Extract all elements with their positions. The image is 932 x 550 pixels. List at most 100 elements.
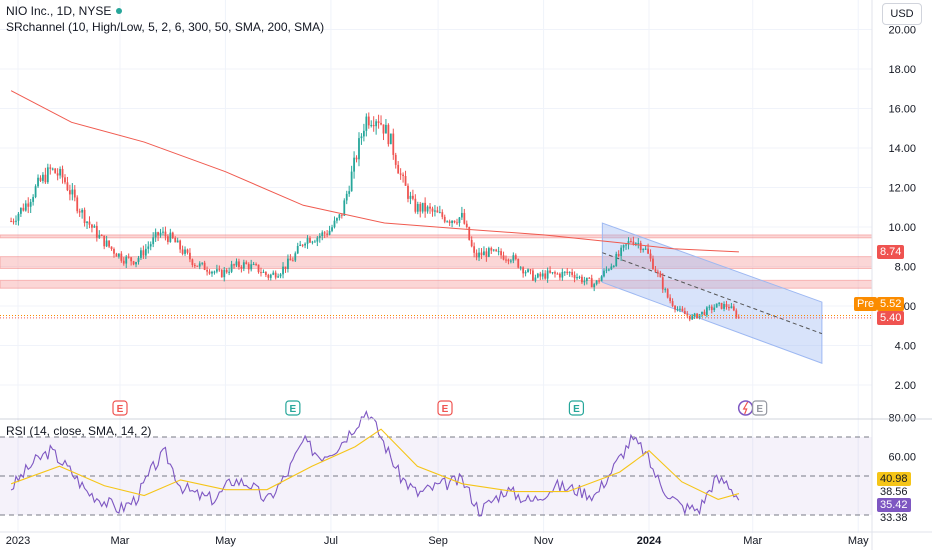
premarket-badge: Pre (854, 297, 878, 311)
candle-body (441, 212, 444, 217)
candle-body (448, 221, 451, 224)
candle-body (277, 276, 280, 278)
earnings-marker[interactable] (285, 400, 301, 416)
candle-body (127, 256, 130, 258)
candle-body (377, 121, 380, 123)
candle-body (730, 306, 733, 309)
candle-body (642, 249, 645, 251)
candle-body (88, 221, 91, 225)
candle-body (458, 217, 461, 224)
symbol-legend[interactable]: NIO Inc., 1D, NYSE (6, 4, 123, 18)
earnings-marker[interactable] (112, 400, 128, 416)
candle-body (113, 248, 115, 254)
candle-body (676, 309, 679, 311)
symbol-title: NIO Inc., 1D, NYSE (6, 4, 112, 18)
candle-body (532, 270, 534, 281)
candle-body (122, 260, 125, 264)
candle-body (698, 314, 701, 319)
candle-body (473, 246, 476, 253)
earnings-marker[interactable] (752, 400, 768, 416)
channel-fill[interactable] (601, 222, 823, 364)
candle-body (358, 138, 360, 160)
candle-body (108, 240, 110, 247)
candle-body (149, 244, 152, 247)
candle-body (147, 246, 150, 249)
candle-body (652, 258, 654, 270)
candle-body (637, 242, 640, 244)
candle-body (169, 232, 172, 242)
candle-body (348, 191, 351, 194)
candle-body (343, 200, 346, 216)
indicator-legend[interactable]: SRchannel (10, High/Low, 5, 2, 6, 300, 5… (6, 20, 325, 34)
y-tick-label: 14.00 (888, 143, 916, 155)
candle-body (289, 258, 292, 261)
candle-body (350, 171, 353, 192)
candle-body (436, 210, 439, 213)
candle-body (478, 252, 480, 258)
candle-body (340, 214, 343, 216)
candle-body (715, 303, 718, 308)
rsi-ma-line[interactable] (10, 428, 740, 500)
candle-body (701, 311, 703, 315)
candle-body (245, 262, 248, 265)
candle-body (22, 207, 25, 211)
candle-body (287, 258, 289, 270)
candle-body (443, 216, 446, 222)
rsi-line[interactable] (10, 410, 740, 517)
candle-body (551, 272, 554, 274)
candle-body (233, 264, 235, 266)
candle-body (260, 272, 262, 274)
candle-body (539, 273, 542, 277)
sma-line (0, 90, 872, 319)
earnings-marker[interactable] (437, 400, 453, 416)
candle-body (404, 176, 407, 186)
candle-body (529, 269, 532, 271)
x-tick-label: Mar (111, 535, 130, 547)
candle-body (693, 313, 696, 317)
candle-body (424, 202, 427, 212)
candle-body (279, 274, 282, 277)
candle-body (294, 253, 297, 261)
candle-body (583, 280, 586, 283)
candle-body (257, 264, 260, 273)
candle-body (110, 246, 113, 249)
earnings-marker[interactable] (568, 400, 585, 416)
candle-body (615, 253, 618, 266)
candle-body (201, 262, 204, 264)
y-tick-label: 18.00 (888, 64, 916, 76)
candle-body (563, 271, 566, 273)
candle-body (451, 220, 453, 224)
candle-body (255, 264, 257, 266)
candle-body (710, 306, 713, 311)
sma-200-line[interactable] (10, 90, 739, 253)
candle-body (512, 255, 515, 261)
candle-body (61, 168, 64, 178)
candle-body (485, 251, 488, 257)
candle-body (718, 302, 721, 304)
candle-body (46, 167, 49, 183)
earnings-marker-label: E (117, 404, 124, 415)
candle-body (176, 240, 179, 243)
candle-body (291, 260, 294, 262)
candle-body (416, 204, 419, 212)
candle-body (215, 269, 218, 272)
candle-body (203, 262, 206, 270)
candle-body (81, 209, 84, 213)
candle-body (502, 255, 505, 260)
candle-body (500, 251, 502, 256)
rsi-legend[interactable]: RSI (14, close, SMA, 14, 2) (6, 424, 152, 438)
candle-body (367, 116, 370, 126)
candle-body (688, 315, 691, 320)
candle-body (429, 206, 431, 209)
sr-zone[interactable] (0, 234, 873, 239)
y-tick-label: 20.00 (888, 25, 916, 37)
y-tick-label: 12.00 (888, 183, 916, 195)
candle-body (299, 244, 302, 246)
candle-body (362, 130, 365, 137)
x-tick-label: 2024 (637, 535, 662, 547)
candle-body (661, 277, 664, 290)
candle-body (15, 220, 17, 222)
currency-button[interactable]: USD (882, 3, 922, 25)
